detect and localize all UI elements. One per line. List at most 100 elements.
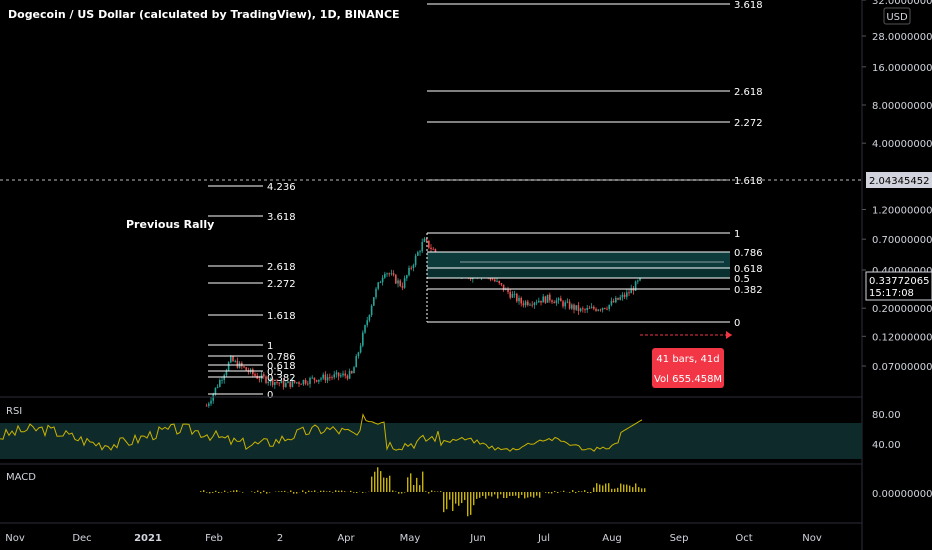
- fib-zone-middle: [427, 268, 730, 278]
- time-tick-label: Oct: [735, 533, 752, 544]
- candle-body: [210, 400, 212, 404]
- macd-bar: [278, 491, 280, 492]
- macd-bar: [467, 492, 469, 517]
- candle-body: [267, 381, 270, 383]
- candle-body: [287, 381, 289, 384]
- candle-body: [498, 280, 501, 284]
- macd-bar: [452, 492, 454, 512]
- candle-body: [639, 277, 641, 281]
- candle-body: [269, 378, 272, 382]
- candle-body: [375, 288, 377, 298]
- macd-bar: [584, 490, 586, 492]
- candle-body: [586, 308, 589, 310]
- candle-body: [434, 249, 437, 253]
- candle-body: [377, 282, 380, 289]
- macd-bar: [200, 491, 202, 492]
- macd-bar: [518, 492, 520, 499]
- macd-bar: [497, 492, 499, 499]
- candle-body: [337, 372, 340, 377]
- candle-body: [388, 273, 391, 275]
- candle-body: [412, 265, 415, 269]
- candle-body: [568, 301, 571, 309]
- candle-body: [564, 302, 567, 307]
- macd-bar: [557, 492, 559, 494]
- candle-body: [282, 380, 285, 387]
- time-tick-label: Apr: [337, 533, 355, 544]
- candle-body: [542, 296, 545, 303]
- macd-bar: [599, 484, 601, 492]
- candle-body: [331, 377, 333, 379]
- candle-body: [621, 294, 624, 298]
- candle-body: [271, 378, 274, 385]
- candle-body: [430, 247, 432, 250]
- candle-body: [344, 373, 347, 376]
- macd-bar: [479, 492, 481, 498]
- candle-body: [322, 374, 325, 379]
- macd-bar: [251, 491, 253, 492]
- candle-body: [219, 380, 221, 387]
- macd-bar: [209, 492, 211, 494]
- candle-body: [379, 282, 382, 284]
- macd-bar: [521, 492, 523, 495]
- candle-body: [230, 356, 232, 363]
- macd-bar: [404, 492, 406, 493]
- price-tick-label: 4.00000000: [872, 139, 932, 150]
- candle-body: [359, 345, 362, 353]
- macd-bar: [500, 492, 502, 495]
- macd-bar: [224, 490, 226, 492]
- candle-body: [311, 377, 314, 379]
- macd-bar: [413, 484, 415, 492]
- fib-level-label: 0: [734, 318, 740, 329]
- candle-body: [502, 284, 505, 291]
- macd-bar: [575, 492, 577, 494]
- macd-bar: [458, 492, 460, 506]
- time-tick-label: Jul: [537, 533, 550, 544]
- macd-bar: [611, 488, 613, 492]
- candle-body: [414, 255, 417, 266]
- macd-bar: [212, 492, 214, 493]
- macd-bar: [353, 492, 355, 493]
- price-tick-label: 32.00000000: [872, 0, 932, 7]
- measure-arrowhead: [726, 331, 732, 339]
- candle-body: [428, 240, 430, 248]
- macd-bar: [215, 490, 217, 492]
- macd-bar: [395, 491, 397, 492]
- macd-bar: [503, 492, 505, 498]
- macd-bar: [641, 488, 643, 492]
- candle-body: [293, 380, 296, 383]
- price-tick-label: 0.20000000: [872, 304, 932, 315]
- price-tick-label: 8.00000000: [872, 101, 932, 112]
- candle-body: [324, 374, 327, 381]
- candle-body: [304, 380, 307, 384]
- candle-body: [555, 300, 558, 304]
- macd-bar: [314, 490, 316, 492]
- candle-body: [612, 301, 615, 303]
- candle-body: [280, 380, 283, 384]
- macd-bar: [308, 490, 310, 492]
- currency-badge[interactable]: [883, 7, 911, 25]
- candle-body: [326, 377, 329, 381]
- macd-bar: [509, 492, 511, 497]
- candle-body: [298, 382, 300, 384]
- candle-body: [265, 376, 267, 383]
- macd-bar: [389, 475, 391, 492]
- macd-bar: [284, 490, 286, 492]
- macd-bar: [524, 492, 526, 499]
- macd-bar: [548, 492, 550, 494]
- candle-body: [571, 304, 573, 309]
- currency-label: USD: [886, 12, 908, 23]
- candle-body: [511, 294, 514, 298]
- macd-bar: [335, 490, 337, 492]
- candle-body: [619, 297, 622, 300]
- candle-body: [285, 383, 287, 387]
- macd-bar: [281, 491, 283, 492]
- fib-level-label: 2.272: [734, 118, 763, 129]
- candle-body: [551, 300, 553, 303]
- candle-body: [368, 315, 371, 321]
- macd-bar: [623, 484, 625, 492]
- candle-body: [291, 380, 294, 387]
- candle-body: [560, 298, 562, 302]
- candle-body: [535, 302, 538, 304]
- candle-body: [531, 304, 534, 306]
